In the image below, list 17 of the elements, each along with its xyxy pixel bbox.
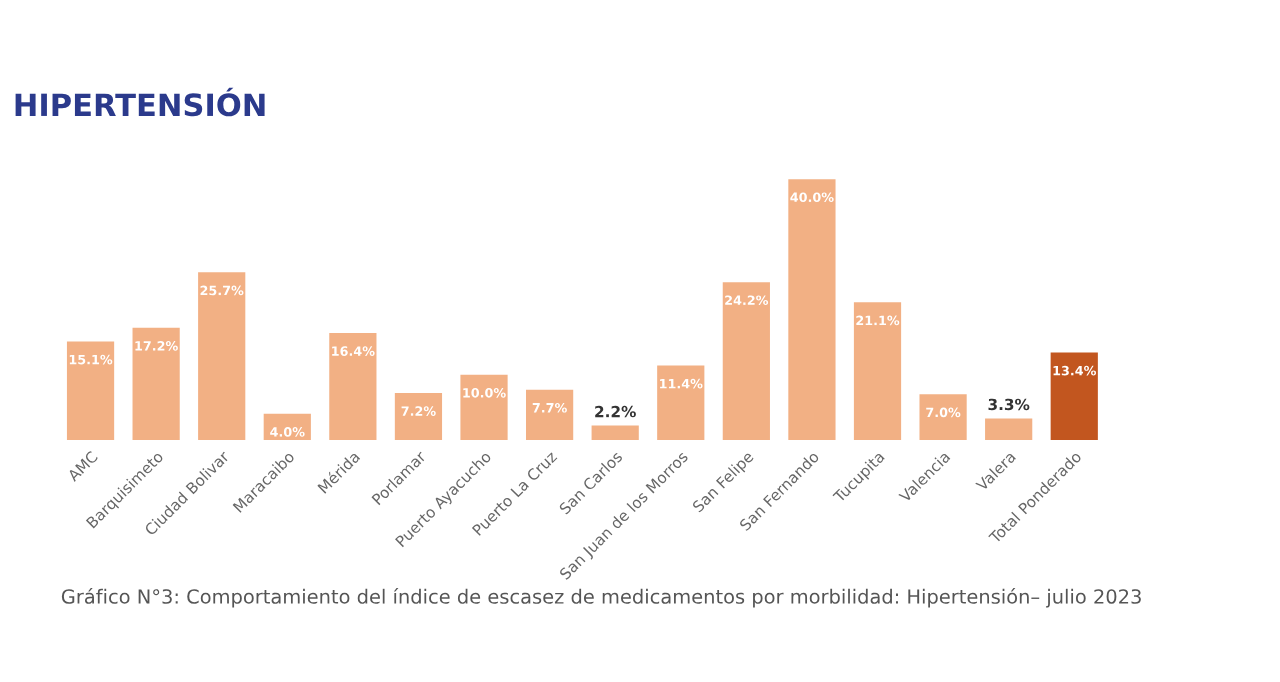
bar — [853, 302, 902, 440]
bar — [657, 365, 705, 440]
chart-title: HIPERTENSIÓN — [15, 87, 265, 117]
bar — [526, 389, 574, 440]
bar — [394, 392, 443, 440]
bar — [1050, 352, 1098, 440]
bar — [132, 327, 180, 440]
text: Gráfico N°3: Comportamiento del índice de escasez de medicamentos por morbilidad: Hipertensión– julio 2023 — [61, 588, 1141, 608]
bar — [919, 394, 967, 440]
bar — [985, 418, 1033, 440]
bar — [66, 341, 115, 440]
bar — [591, 425, 639, 440]
bar — [722, 282, 770, 440]
bar — [788, 179, 836, 440]
bar — [198, 272, 246, 440]
bar — [329, 332, 377, 440]
bar — [460, 374, 508, 440]
